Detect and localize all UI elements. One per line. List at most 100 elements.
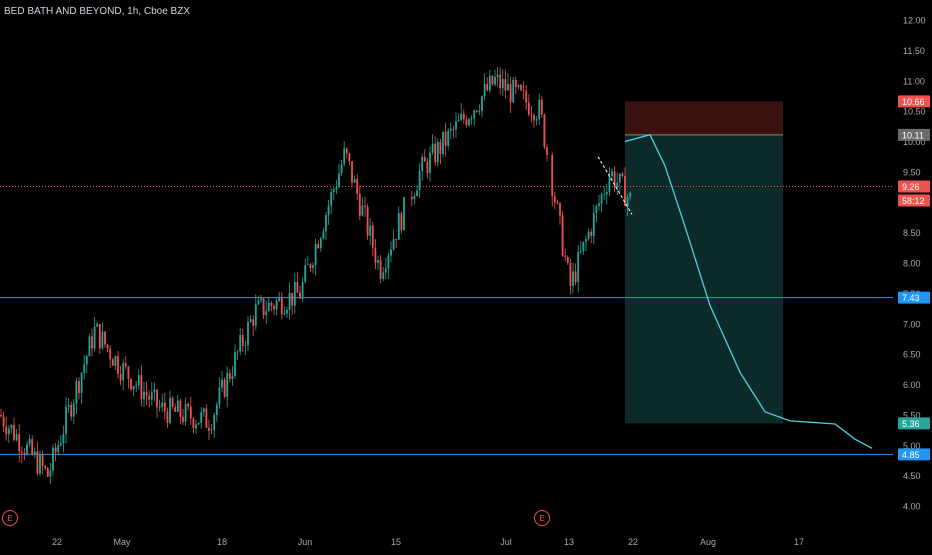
candle-body [124,363,127,367]
candle-body [431,143,434,153]
candle-body [540,99,543,115]
earnings-marker [2,510,18,526]
candle-body [416,190,418,196]
candle-body [127,366,130,380]
candle-body [267,302,270,312]
candle-body [358,193,361,216]
candle-body [478,110,481,112]
y-tick-label: 12.00 [903,16,926,26]
candle-body [231,375,234,379]
candle-body [26,444,28,455]
candle-body [137,375,140,386]
candle-body [327,205,330,216]
candle-body [234,352,236,376]
candle-body [228,373,231,379]
candle-body [36,451,39,474]
candle-body [148,395,151,400]
candle-body [75,381,78,404]
candle-body [161,402,164,407]
x-tick-label: Jun [298,537,313,547]
candle-body [561,215,564,256]
candle-body [553,196,556,202]
candle-body [20,451,23,453]
candle-body [132,386,135,390]
candle-body [371,225,374,248]
candle-body [605,192,608,195]
candle-body [533,115,535,121]
candle-body [179,400,182,417]
candle-body [543,114,546,148]
candle-body [44,465,47,468]
candle-body [455,121,457,130]
candle-body [101,331,104,349]
earnings-marker-label: E [7,514,12,523]
candle-body [236,351,239,353]
candle-body [7,428,10,435]
candle-body [187,403,190,407]
candle-body [348,153,351,162]
candle-body [353,179,356,183]
candle-body [486,84,489,91]
candle-body [566,256,569,263]
candle-body [13,424,15,440]
candle-body [286,309,288,314]
candle-body [93,326,96,349]
candle-body [546,147,548,156]
candle-body [257,300,260,305]
candle-body [319,238,322,249]
candle-body [62,434,65,444]
candle-body [390,249,392,256]
candle-body [423,156,426,162]
target-label-box [898,417,930,430]
candle-body [361,205,364,216]
candle-body [72,403,75,417]
y-tick-label: 10.00 [903,137,926,147]
x-tick-label: 22 [52,537,62,547]
candle-body [384,268,387,273]
candle-body [330,191,333,206]
candle-body [559,203,561,216]
candle-body [392,238,395,250]
candle-body [184,403,187,422]
candle-body [494,77,496,85]
y-tick-label: 8.50 [903,228,921,238]
candle-body [379,260,382,279]
x-tick-label: 22 [628,537,638,547]
y-tick-label: 7.00 [903,319,921,329]
candle-body [462,113,465,120]
candle-body [163,402,166,412]
candle-body [457,119,460,122]
candle-body [223,379,226,397]
candle-body [293,281,296,306]
candle-body [130,379,132,390]
candle-body [0,414,2,417]
candle-body [600,194,603,204]
candle-body [499,74,502,89]
candle-body [18,434,21,452]
candle-body [626,196,629,206]
countdown-label: 58:12 [902,196,925,206]
target-zone [625,134,783,424]
candle-body [166,411,169,423]
candle-body [312,265,314,269]
candle-body [52,447,54,471]
candle-body [356,179,359,194]
candle-body [579,251,582,253]
candle-body [215,404,218,415]
candle-body [91,336,93,349]
candle-body [611,171,613,177]
support-lower-label: 4.85 [902,450,920,460]
candle-body [119,374,122,381]
candle-body [369,225,372,236]
x-tick-label: May [113,537,131,547]
candle-body [598,203,600,206]
candle-body [608,176,611,193]
y-tick-label: 4.00 [903,502,921,512]
candle-body [512,79,515,103]
current-price-label: 9.26 [902,182,920,192]
candle-body [156,389,158,408]
candle-body [556,201,559,204]
